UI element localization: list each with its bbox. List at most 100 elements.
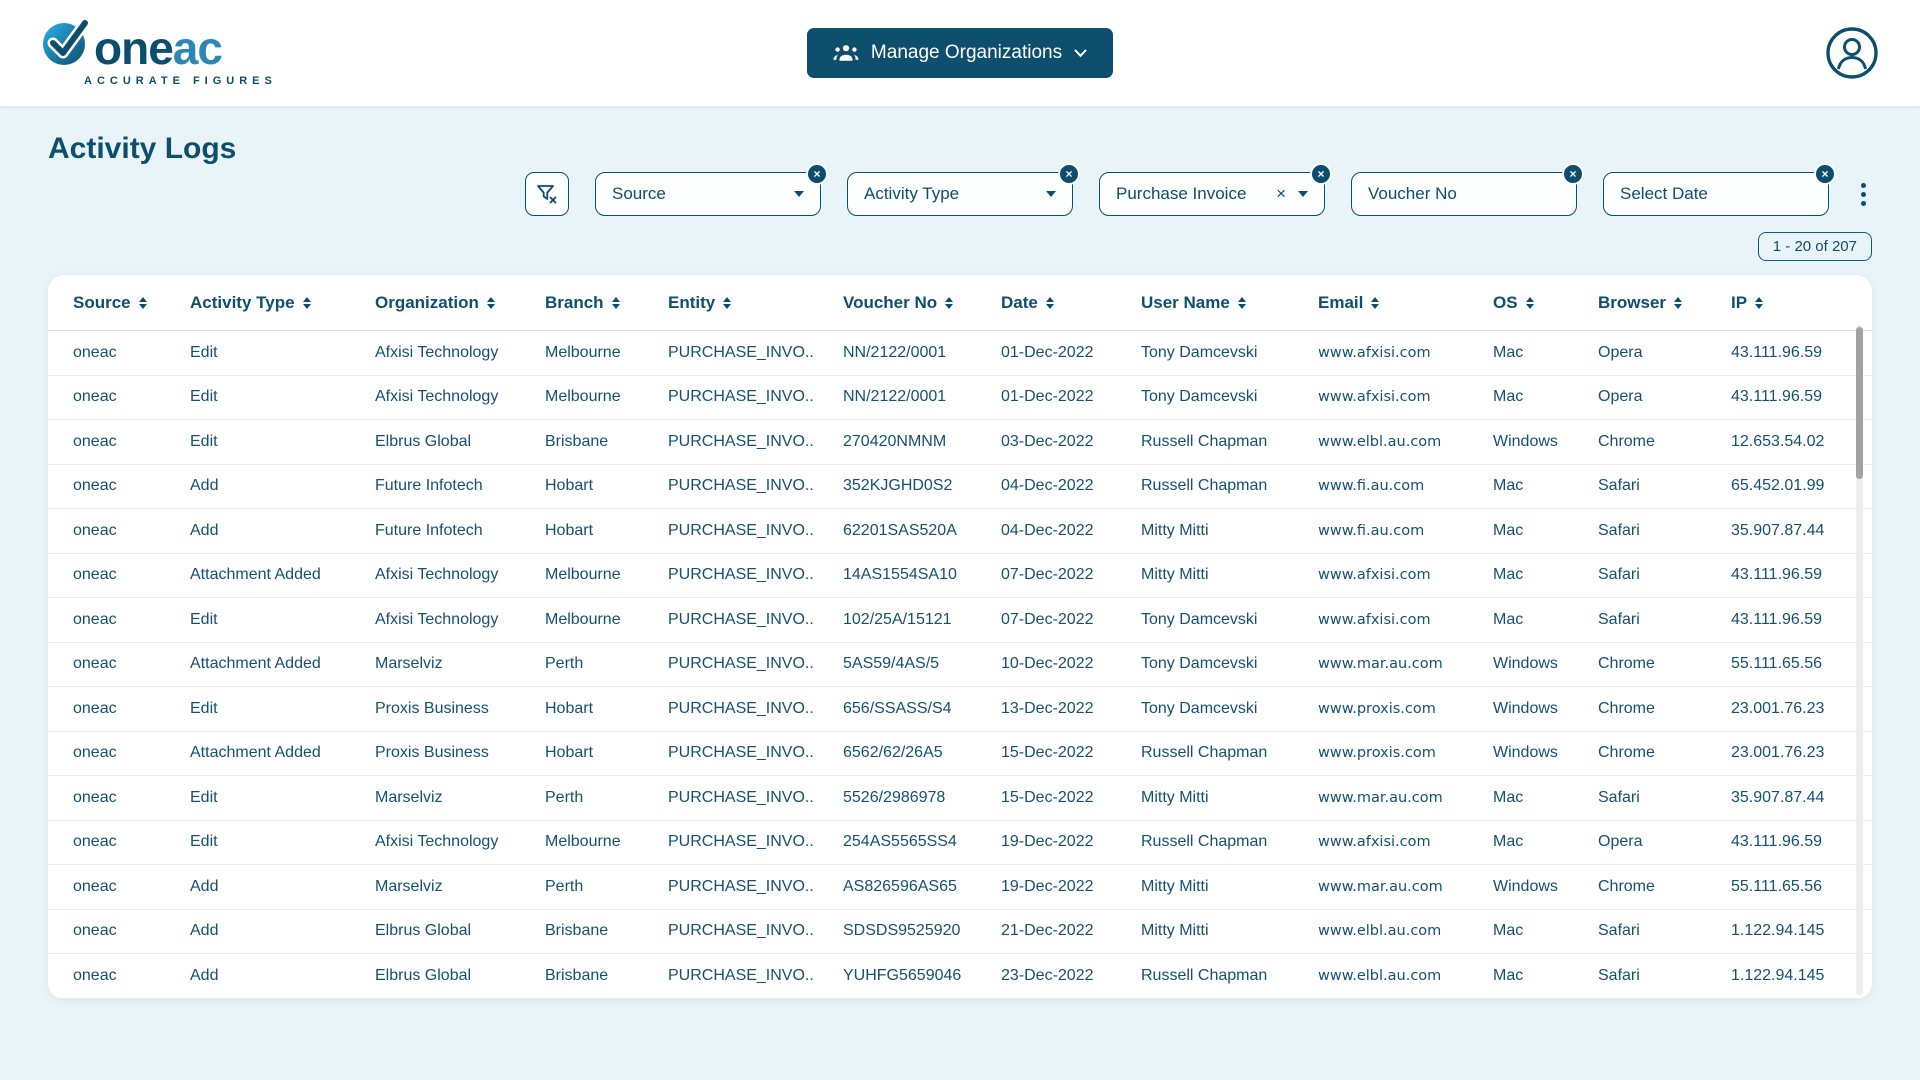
table-row[interactable]: oneac Add Future Infotech Hobart PURCHASE_IN… <box>48 465 1872 509</box>
sort-icon[interactable] <box>1755 296 1764 309</box>
activity-type-filter[interactable]: Activity Type × <box>847 163 1080 216</box>
topbar-center-zone: Manage Organizations <box>806 28 1114 78</box>
table-cell: PURCHASE_INVO.. <box>668 877 814 895</box>
sort-icon[interactable] <box>1674 296 1683 309</box>
column-header-source[interactable]: Source <box>73 293 190 313</box>
table-cell: PURCHASE_INVO.. <box>668 922 814 940</box>
table-row[interactable]: oneac Edit Afxisi Technology Melbourne PURCH… <box>48 598 1872 643</box>
column-header-entity[interactable]: Entity <box>668 293 843 313</box>
sort-icon[interactable] <box>1045 296 1054 309</box>
table-cell: 10-Dec-2022 <box>1001 655 1094 673</box>
filter-bar: Source × Activity Type × Purchase Invoic… <box>48 163 1872 216</box>
sort-icon[interactable] <box>138 296 147 309</box>
source-filter-clear-icon[interactable]: × <box>806 163 828 185</box>
sort-icon[interactable] <box>1371 296 1380 309</box>
table-cell: oneac <box>73 922 117 940</box>
table-row[interactable]: oneac Edit Afxisi Technology Melbourne PURCH… <box>48 821 1872 865</box>
table-scrollbar-track[interactable] <box>1856 325 1863 995</box>
table-cell: NN/2122/0001 <box>843 388 947 406</box>
activity-type-filter-clear-icon[interactable]: × <box>1058 163 1080 185</box>
column-header-email[interactable]: Email <box>1318 293 1493 313</box>
manage-organizations-button[interactable]: Manage Organizations <box>806 28 1114 78</box>
table-row[interactable]: oneac Attachment Added Marselviz Perth PURCH… <box>48 643 1872 687</box>
table-scrollbar-thumb[interactable] <box>1856 327 1863 479</box>
table-row[interactable]: oneac Add Elbrus Global Brisbane PURCHASE_IN… <box>48 954 1872 999</box>
table-cell: Melbourne <box>545 610 621 628</box>
table-row[interactable]: oneac Edit Afxisi Technology Melbourne PURCH… <box>48 376 1872 420</box>
sort-icon[interactable] <box>486 296 495 309</box>
table-row[interactable]: oneac Edit Afxisi Technology Melbourne PURCH… <box>48 331 1872 376</box>
group-icon <box>833 43 859 63</box>
sort-icon[interactable] <box>945 296 954 309</box>
table-cell: Chrome <box>1598 432 1655 450</box>
table-row[interactable]: oneac Attachment Added Afxisi Technology Me… <box>48 554 1872 598</box>
table-row[interactable]: oneac Edit Marselviz Perth PURCHASE_INVO.. 55… <box>48 776 1872 821</box>
column-header-voucher-no[interactable]: Voucher No <box>843 293 1001 313</box>
brand-logo[interactable]: oneac ACCURATE FIGURES <box>40 17 277 87</box>
table-cell: Mitty Mitti <box>1141 521 1209 539</box>
sort-icon[interactable] <box>302 296 311 309</box>
table-row[interactable]: oneac Edit Proxis Business Hobart PURCHASE_I… <box>48 687 1872 732</box>
table-cell: Elbrus Global <box>375 966 472 984</box>
voucher-no-filter-clear-icon[interactable]: × <box>1562 163 1584 185</box>
clear-selection-icon[interactable]: × <box>1276 184 1286 203</box>
column-header-branch[interactable]: Branch <box>545 293 668 313</box>
column-header-organization[interactable]: Organization <box>375 293 545 313</box>
column-header-browser[interactable]: Browser <box>1598 293 1731 313</box>
table-cell: Edit <box>190 610 218 628</box>
table-cell: Mitty Mitti <box>1141 922 1209 940</box>
table-cell: Chrome <box>1598 877 1655 895</box>
table-cell: Melbourne <box>545 566 621 584</box>
table-row[interactable]: oneac Attachment Added Proxis Business Hoba… <box>48 732 1872 776</box>
column-header-ip[interactable]: IP <box>1731 293 1862 313</box>
sort-icon[interactable] <box>611 296 620 309</box>
table-row[interactable]: oneac Add Elbrus Global Brisbane PURCHASE_IN… <box>48 910 1872 954</box>
table-cell: oneac <box>73 343 117 361</box>
table-cell: Brisbane <box>545 432 609 450</box>
user-avatar-button[interactable] <box>1824 25 1880 81</box>
table-cell: Russell Chapman <box>1141 744 1268 762</box>
table-row[interactable]: oneac Add Future Infotech Hobart PURCHASE_IN… <box>48 509 1872 554</box>
column-header-date[interactable]: Date <box>1001 293 1141 313</box>
table-cell: Elbrus Global <box>375 432 472 450</box>
table-cell: Attachment Added <box>190 566 321 584</box>
column-header-label: Browser <box>1598 292 1667 312</box>
table-cell: Russell Chapman <box>1141 477 1268 495</box>
date-filter-placeholder: Select Date <box>1620 184 1708 203</box>
table-cell: Brisbane <box>545 966 609 984</box>
table-cell: Future Infotech <box>375 477 483 495</box>
sort-icon[interactable] <box>723 296 732 309</box>
table-header-row: Source Activity Type Organization Branch Ent… <box>48 275 1872 331</box>
table-row[interactable]: oneac Add Marselviz Perth PURCHASE_INVO.. AS8… <box>48 865 1872 910</box>
more-options-button[interactable] <box>1855 179 1872 210</box>
table-cell: 43.111.96.59 <box>1731 610 1823 628</box>
column-header-user-name[interactable]: User Name <box>1141 293 1318 313</box>
date-filter-clear-icon[interactable]: × <box>1814 163 1836 185</box>
table-cell: oneac <box>73 699 117 717</box>
table-cell: Mac <box>1493 388 1524 406</box>
table-cell: Add <box>190 477 219 495</box>
voucher-no-filter[interactable]: Voucher No × <box>1351 163 1584 216</box>
table-cell: PURCHASE_INVO.. <box>668 744 814 762</box>
table-cell: 5526/2986978 <box>843 788 946 806</box>
sort-icon[interactable] <box>1237 296 1246 309</box>
entity-filter-clear-icon[interactable]: × <box>1310 163 1332 185</box>
column-header-os[interactable]: OS <box>1493 293 1598 313</box>
clear-filters-button[interactable] <box>525 172 569 216</box>
table-cell: 352KJGHD0S2 <box>843 477 953 495</box>
table-cell: 12.653.54.02 <box>1731 432 1825 450</box>
table-cell: 656/SSASS/S4 <box>843 699 952 717</box>
table-cell: www.mar.au.com <box>1318 656 1443 673</box>
source-filter[interactable]: Source × <box>595 163 828 216</box>
table-cell: Add <box>190 877 219 895</box>
sort-icon[interactable] <box>1525 296 1534 309</box>
table-cell: PURCHASE_INVO.. <box>668 833 814 851</box>
table-cell: oneac <box>73 477 117 495</box>
table-row[interactable]: oneac Edit Elbrus Global Brisbane PURCHASE_I… <box>48 420 1872 465</box>
date-filter[interactable]: Select Date × <box>1603 163 1836 216</box>
entity-filter[interactable]: Purchase Invoice × × <box>1099 163 1332 216</box>
table-cell: Marselviz <box>375 877 443 895</box>
pagination-row: 1 - 20 of 207 <box>48 232 1872 261</box>
column-header-activity-type[interactable]: Activity Type <box>190 293 375 313</box>
column-header-label: Email <box>1318 292 1364 312</box>
